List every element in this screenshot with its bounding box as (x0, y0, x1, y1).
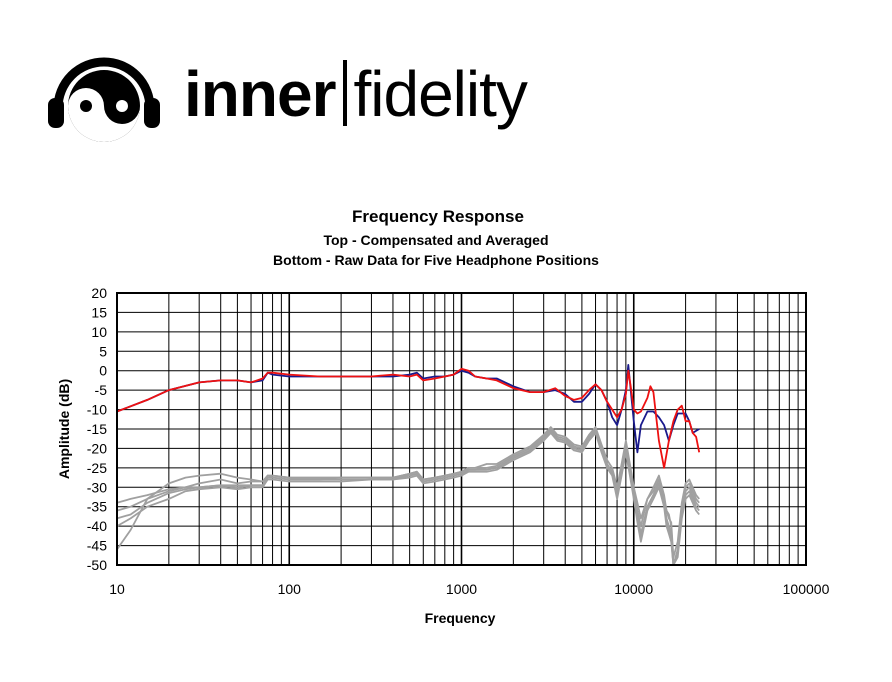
y-tick-label: 0 (99, 363, 107, 379)
y-tick-label: 15 (91, 304, 107, 320)
logo-wordmark: inner fidelity (184, 54, 528, 134)
y-tick-label: -40 (87, 518, 107, 534)
y-axis-ticks: 20 15 10 5 0 -5 -10 -15 -20 -25 -30 -35 -40 -45 -50 (87, 285, 107, 573)
innerfidelity-logo: inner fidelity (44, 48, 528, 148)
logo-word-fidelity: fidelity (353, 58, 527, 130)
chart-subtitle-bottom: Bottom - Raw Data for Five Headphone Pos… (273, 252, 599, 268)
x-tick-label: 10 (109, 581, 125, 597)
y-tick-label: 5 (99, 343, 107, 359)
raw-position-line (116, 429, 700, 566)
logo-divider (343, 60, 348, 126)
red-channel-line (116, 367, 701, 469)
y-tick-label: -35 (87, 499, 107, 515)
y-tick-label: 10 (91, 324, 107, 340)
plot-frame (116, 292, 807, 566)
chart-subtitle-top: Top - Compensated and Averaged (323, 232, 548, 248)
x-tick-label: 10000 (614, 581, 653, 597)
x-axis-ticks: 10 100 1000 10000 100000 (109, 581, 829, 597)
x-tick-label: 1000 (446, 581, 477, 597)
y-tick-label: -10 (87, 402, 107, 418)
y-tick-label: -20 (87, 440, 107, 456)
y-tick-label: -50 (87, 557, 107, 573)
chart-gridlines (117, 293, 806, 565)
yin-yang-headphones-icon (48, 57, 160, 142)
y-tick-label: 20 (91, 285, 107, 301)
compensated-series (116, 363, 701, 469)
y-tick-label: -45 (87, 538, 107, 554)
y-tick-label: -5 (95, 382, 108, 398)
x-tick-label: 100 (278, 581, 302, 597)
chart-title: Frequency Response (352, 207, 524, 226)
x-axis-label: Frequency (425, 610, 496, 626)
y-tick-label: -30 (87, 479, 107, 495)
x-tick-label: 100000 (783, 581, 830, 597)
logo-word-inner: inner (184, 58, 336, 130)
y-axis-label: Amplitude (dB) (56, 379, 72, 479)
raw-data-series (116, 426, 700, 566)
y-tick-label: -15 (87, 421, 107, 437)
y-tick-label: -25 (87, 460, 107, 476)
